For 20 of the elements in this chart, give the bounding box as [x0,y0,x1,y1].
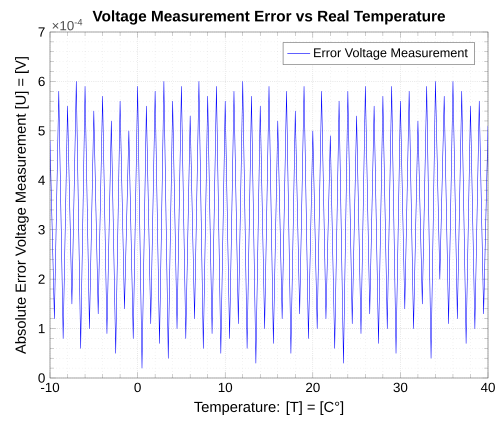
legend-label: Error Voltage Measurement [314,48,468,60]
y-tick-label: 2 [38,274,45,284]
chart-title: Voltage Measurement Error vs Real Temperature [92,10,445,25]
y-tick-label: 1 [38,324,45,334]
y-tick-label: 7 [38,27,45,37]
y-axis-title: Absolute Error Voltage Measurement [U] = [V] [15,57,29,354]
x-tick-label: -10 [40,382,60,392]
text: ×10$^{-4}$ [52,19,82,30]
x-tick-label: 40 [480,382,495,392]
line-series [50,81,488,368]
x-tick-label: 10 [218,382,232,392]
y-tick-label: 5 [38,126,45,136]
x-tick-label: 30 [393,382,408,392]
y-tick-label: 4 [38,176,45,185]
x-tick-label: 0 [134,382,141,392]
y-tick-label: 3 [38,224,45,234]
y-tick-label: 0 [38,373,45,383]
x-axis-title: Temperature: [T] = [C°] [194,401,344,415]
y-tick-label: 6 [38,76,45,86]
x-tick-label: 20 [306,382,320,392]
